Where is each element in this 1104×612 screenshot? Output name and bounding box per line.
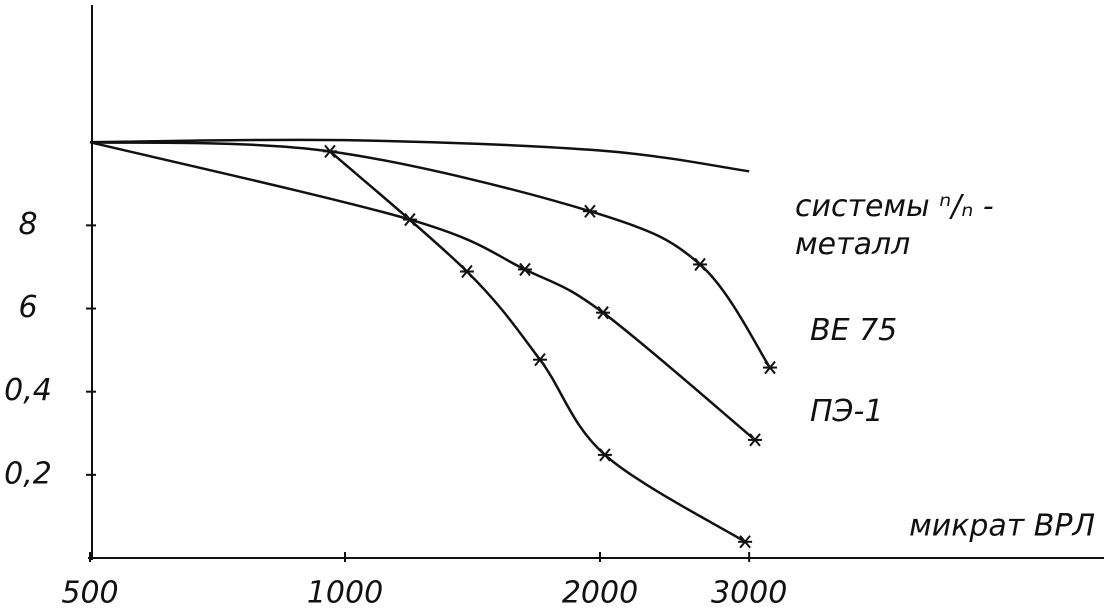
x-tick-label: 3000	[711, 576, 787, 611]
y-tick-label: 0,2	[4, 456, 52, 491]
series-label: системы ⁿ/ₙ - металл	[795, 189, 994, 262]
point-marker	[738, 535, 753, 549]
x-tick-label: 1000	[307, 576, 383, 611]
series-label: ВЕ 75	[810, 313, 898, 348]
point-marker	[582, 204, 597, 218]
x-tick-label: 2000	[562, 576, 638, 611]
series-line	[89, 138, 750, 173]
point-marker	[597, 448, 612, 462]
point-marker	[532, 353, 547, 367]
series-line	[89, 140, 772, 369]
y-tick-label: 0,4	[4, 373, 52, 408]
y-tick-label: 6	[18, 290, 37, 325]
series-label: ПЭ-1	[810, 394, 884, 429]
point-marker	[748, 433, 763, 447]
x-axis-label: микрат ВРЛ	[909, 509, 1095, 544]
x-tick-label: 500	[61, 576, 118, 611]
point-marker	[459, 264, 474, 279]
point-marker	[596, 306, 611, 320]
series-line	[329, 150, 746, 543]
point-marker	[517, 262, 532, 277]
point-marker	[693, 257, 708, 272]
point-marker	[763, 360, 778, 375]
y-tick-label: 8	[18, 207, 37, 242]
series-line	[89, 140, 756, 441]
